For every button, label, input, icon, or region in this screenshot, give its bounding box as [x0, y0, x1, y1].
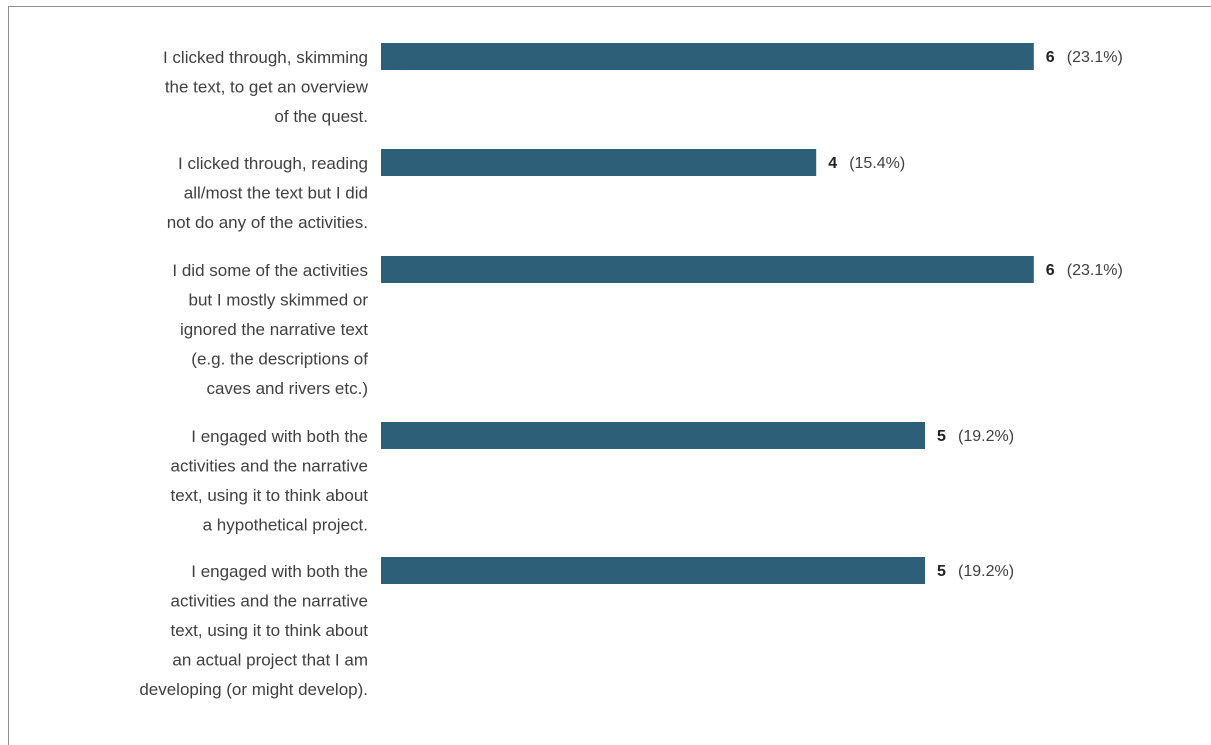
bar-percent-label: (23.1%) [1067, 262, 1123, 279]
category-label-line: not do any of the activities. [167, 213, 368, 232]
category-label: I engaged with both the activities and th… [139, 562, 368, 699]
bar-value-label: 6 [1046, 262, 1055, 279]
bar-value-label: 4 [828, 155, 837, 172]
category-label: I did some of the activities but I mostly… [172, 261, 368, 398]
category-label-line: caves and rivers etc.) [206, 379, 368, 398]
category-label-line: of the quest. [274, 107, 368, 126]
category-label-line: a hypothetical project. [203, 516, 368, 535]
bar [381, 557, 925, 584]
bar [381, 422, 925, 449]
bar-value-label: 6 [1046, 49, 1055, 66]
category-label-line: an actual project that I am [172, 651, 368, 670]
category-label-line: I did some of the activities [172, 261, 368, 280]
chart-frame [8, 6, 1211, 745]
bar-value-label: 5 [937, 563, 946, 580]
category-label-line: I engaged with both the [191, 562, 368, 581]
category-label-line: the text, to get an overview [165, 78, 369, 97]
category-label: I engaged with both the activities and th… [170, 427, 368, 535]
category-label-line: (e.g. the descriptions of [191, 350, 368, 369]
bar [381, 149, 817, 176]
category-label-line: developing (or might develop). [139, 680, 368, 699]
category-label-line: I engaged with both the [191, 427, 368, 446]
category-label: I clicked through, reading all/most the t… [167, 154, 368, 232]
category-label-line: text, using it to think about [170, 486, 368, 505]
category-label-line: ignored the narrative text [180, 320, 368, 339]
category-label-line: activities and the narrative [171, 592, 369, 611]
category-label-line: but I mostly skimmed or [189, 291, 369, 310]
category-label: I clicked through, skimming the text, to … [163, 48, 369, 126]
category-label-line: all/most the text but I did [184, 184, 368, 203]
bar [381, 256, 1034, 283]
bar-percent-label: (23.1%) [1067, 49, 1123, 66]
bar-percent-label: (19.2%) [958, 428, 1014, 445]
category-label-line: text, using it to think about [170, 621, 368, 640]
bar-percent-label: (15.4%) [849, 155, 905, 172]
category-label-line: activities and the narrative [171, 457, 369, 476]
category-label-line: I clicked through, reading [178, 154, 368, 173]
bar [381, 43, 1034, 70]
bar-percent-label: (19.2%) [958, 563, 1014, 580]
category-label-line: I clicked through, skimming [163, 48, 368, 67]
bar-value-label: 5 [937, 428, 946, 445]
